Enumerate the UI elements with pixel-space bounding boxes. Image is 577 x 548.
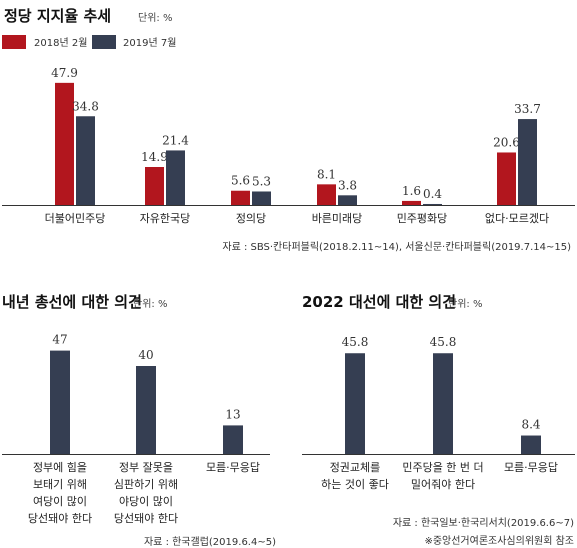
- chart3-value-label: 8.4: [521, 418, 540, 432]
- chart1-bar-2019-2: [252, 191, 271, 205]
- chart1-bar-2019-1: [166, 150, 185, 205]
- chart3-value-label: 45.8: [430, 335, 457, 349]
- chart1-category-label: 더불어민주당: [45, 212, 106, 225]
- chart3-category-label: 정권교체를: [330, 461, 381, 474]
- chart1-category-label: 정의당: [236, 212, 266, 225]
- chart2-category-label: 야당이 많이: [119, 495, 173, 508]
- chart2-category-label: 당선돼야 한다: [114, 512, 178, 525]
- chart2-category-label: 당선돼야 한다: [28, 512, 92, 525]
- chart3-bar-1: [433, 353, 453, 454]
- chart2-category-label: 정부 잘못을: [119, 461, 173, 474]
- chart1-value-label: 5.3: [252, 174, 271, 188]
- chart1-value-label: 34.8: [72, 99, 99, 113]
- chart1-value-label: 14.9: [141, 150, 168, 164]
- chart3-category-label: 하는 것이 좋다: [321, 477, 389, 491]
- chart1-bar-2019-5: [518, 119, 537, 205]
- chart3-category-label: 민주당을 한 번 더: [402, 461, 483, 474]
- legend-label-2018: 2018년 2월: [34, 37, 87, 49]
- chart2-source: 자료 : 한국갤럽(2019.6.4~5): [144, 536, 276, 548]
- chart1-bar-2018-1: [145, 167, 164, 205]
- chart1-value-label: 1.6: [402, 184, 421, 198]
- chart3-value-label: 45.8: [342, 335, 369, 349]
- chart1-category-label: 민주평화당: [397, 212, 448, 225]
- chart1-value-label: 5.6: [231, 174, 250, 188]
- chart1-category-label: 없다·모르겠다: [485, 212, 549, 225]
- chart1-value-label: 47.9: [51, 66, 78, 80]
- legend-label-2019: 2019년 7월: [123, 37, 176, 49]
- chart2-bar-0: [50, 350, 70, 454]
- chart1-value-label: 33.7: [514, 102, 541, 116]
- chart1-bar-2018-2: [231, 190, 250, 205]
- chart2-bar-2: [223, 425, 243, 454]
- chart1-value-label: 21.4: [162, 133, 189, 147]
- chart1-bar-2019-0: [76, 116, 95, 205]
- chart1-category-label: 바른미래당: [312, 212, 363, 225]
- chart1-bar-2019-4: [423, 203, 442, 205]
- chart2-category-label: 여당이 많이: [33, 495, 87, 508]
- chart3-bar-2: [521, 435, 541, 454]
- chart2-unit: 단위: %: [133, 297, 167, 310]
- legend-swatch-2019: [92, 35, 116, 49]
- legend-swatch-2018: [2, 35, 26, 49]
- chart1-bar-2018-3: [317, 184, 336, 205]
- chart3-category-label: 밀어줘야 한다: [411, 478, 475, 491]
- chart1-bar-2019-3: [338, 195, 357, 205]
- chart2-value-label: 47: [52, 333, 67, 347]
- chart1-source: 자료 : SBS·칸타퍼블릭(2018.2.11~14), 서울신문·칸타퍼블릭…: [222, 241, 571, 253]
- chart3-unit: 단위: %: [448, 297, 482, 310]
- chart1-category-label: 자유한국당: [140, 212, 191, 225]
- chart2-category-label: 심판하기 위해: [114, 477, 178, 491]
- chart1-bar-2018-5: [497, 152, 516, 205]
- chart1-bar-2018-0: [55, 82, 74, 205]
- chart1-value-label: 3.8: [338, 178, 357, 192]
- chart3-category-label: 모름·무응답: [504, 461, 558, 474]
- chart2-category-label: 모름·무응답: [206, 461, 260, 474]
- chart1-value-label: 20.6: [493, 135, 520, 149]
- chart2-bar-1: [136, 366, 156, 454]
- chart1-value-label: 8.1: [317, 167, 336, 181]
- chart1-title: 정당 지지율 추세: [4, 7, 111, 25]
- chart2-category-label: 정부에 힘을: [33, 461, 87, 474]
- chart2-value-label: 40: [138, 348, 153, 362]
- chart1-bar-2018-4: [402, 200, 421, 205]
- chart1-unit: 단위: %: [138, 11, 172, 24]
- chart3-source: 자료 : 한국일보·한국리서치(2019.6.6~7): [393, 517, 574, 529]
- chart3-note: ※중앙선거여론조사심의위원회 참조: [424, 534, 574, 547]
- chart2-value-label: 13: [225, 407, 240, 421]
- chart3-bar-0: [345, 353, 365, 454]
- chart3-title: 2022 대선에 대한 의견: [302, 293, 456, 311]
- chart1-value-label: 0.4: [423, 187, 442, 201]
- chart2-title: 내년 총선에 대한 의견: [2, 293, 142, 311]
- chart2-category-label: 보태기 위해: [33, 477, 87, 491]
